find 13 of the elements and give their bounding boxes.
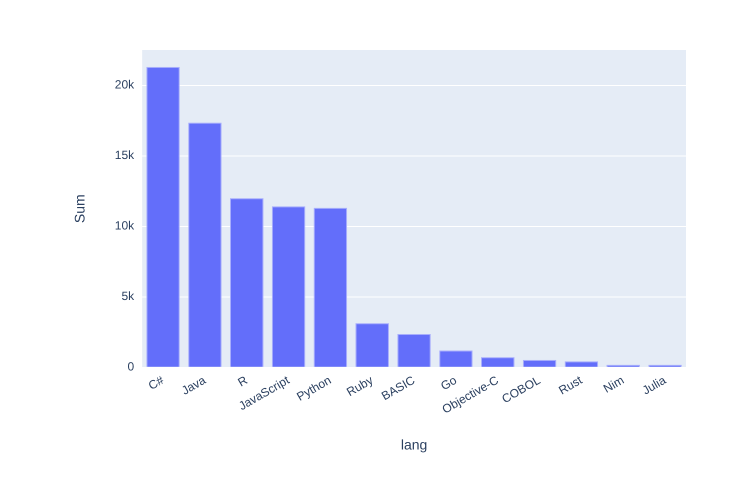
x-tick-label: C# <box>146 372 166 393</box>
y-tick-label: 0 <box>127 360 134 374</box>
y-tick-label: 10k <box>114 218 136 233</box>
x-tick-label: Rust <box>556 372 586 398</box>
y-tick-label: 15k <box>114 148 136 162</box>
y-axis-title: Sum <box>71 194 88 224</box>
x-tick-label: Ruby <box>344 372 376 400</box>
x-axis-title: lang <box>400 436 428 452</box>
x-tick-label: Julia <box>640 372 669 398</box>
x-tick-label: Nim <box>600 372 626 396</box>
y-tick-label: 5k <box>121 289 136 304</box>
x-tick-label: Java <box>179 372 208 398</box>
y-tick-label: 20k <box>114 78 136 92</box>
